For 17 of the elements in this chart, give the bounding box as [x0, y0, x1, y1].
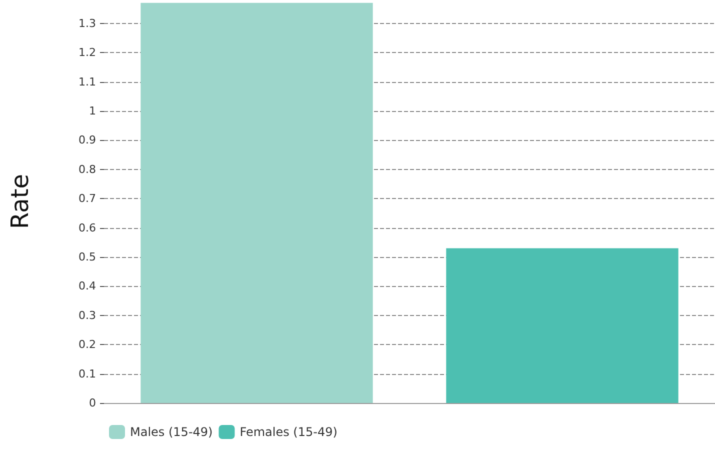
y-tick-label: 1.1	[78, 75, 96, 88]
y-tick-label: 0.2	[78, 338, 96, 352]
y-tick-label: 0.4	[78, 280, 96, 293]
y-tick-label: 1.3	[78, 16, 96, 30]
y-tick-label: 0.5	[78, 250, 96, 264]
y-tick-label: 1	[89, 104, 96, 118]
legend-label: Females (15-49)	[240, 425, 338, 439]
y-tick-label: 0.8	[78, 162, 96, 176]
y-tick-label: 0.3	[78, 308, 96, 322]
y-tick-label: 0	[89, 396, 96, 410]
y-tick-label: 0.7	[78, 192, 96, 206]
y-tick-label: 0.9	[78, 134, 96, 147]
legend-label: Males (15-49)	[130, 425, 213, 439]
y-tick-label: 0.6	[78, 221, 96, 234]
y-tick-label: 1.2	[78, 46, 96, 60]
y-axis-title: Rate	[6, 174, 34, 230]
y-tick-label: 0.1	[78, 367, 96, 380]
